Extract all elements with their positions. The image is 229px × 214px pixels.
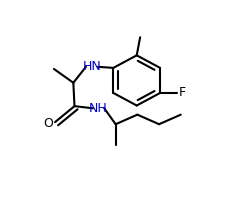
Text: HN: HN: [82, 60, 101, 73]
Text: F: F: [178, 86, 185, 100]
Text: O: O: [43, 117, 53, 130]
Text: NH: NH: [89, 102, 107, 115]
